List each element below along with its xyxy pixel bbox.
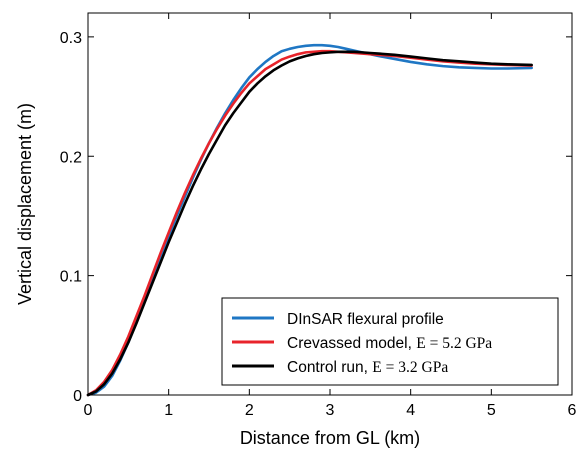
- series-line-control: [86, 50, 533, 397]
- x-tick-label: 0: [84, 402, 93, 419]
- y-tick-label: 0.1: [60, 269, 82, 286]
- legend-label-crevassed: Crevassed model, E = 5.2 GPa: [287, 335, 492, 352]
- y-tick-label: 0: [73, 388, 82, 405]
- x-tick-label: 6: [568, 402, 577, 419]
- legend-label-dinsar: DInSAR flexural profile: [287, 311, 444, 328]
- legend-box: [221, 297, 559, 386]
- series-layer: [86, 43, 533, 397]
- x-tick-label: 5: [487, 402, 496, 419]
- x-tick-label: 3: [326, 402, 335, 419]
- y-tick-label: 0.3: [60, 30, 82, 47]
- legend: DInSAR flexural profile Crevassed model,…: [221, 297, 559, 386]
- x-tick-label: 2: [245, 402, 254, 419]
- legend-label-control: Control run, E = 3.2 GPa: [287, 359, 448, 376]
- y-tick-label: 0.2: [60, 149, 82, 166]
- x-tick-label: 1: [164, 402, 173, 419]
- tick-layer: 0 1 2 3 4 5 6 0 0.1 0.2 0.3: [60, 13, 577, 419]
- x-tick-label: 4: [406, 402, 415, 419]
- x-axis-label: Distance from GL (km): [240, 428, 420, 448]
- y-axis-label: Vertical displacement (m): [15, 103, 35, 305]
